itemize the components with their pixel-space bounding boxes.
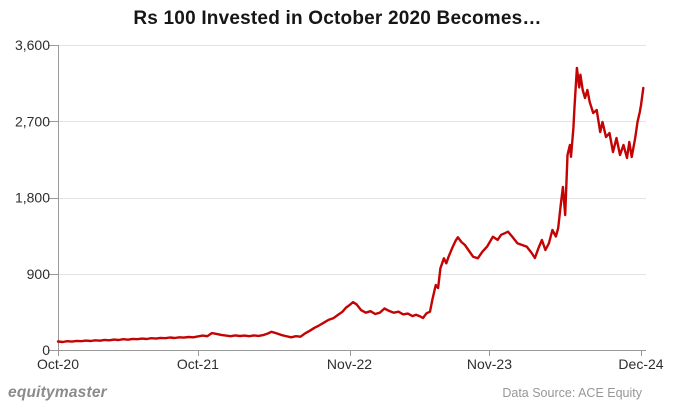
equitymaster-wordmark: equitymaster [8,384,107,401]
chart-title: Rs 100 Invested in October 2020 Becomes… [133,8,542,29]
chart-footer: equitymaster Data Source: ACE Equity [0,380,675,406]
price-line [56,66,645,344]
axes [48,45,646,356]
x-tick-label: Dec-24 [618,356,663,372]
line-chart: 0 900 1,800 2,700 3,600 Oct-20 Oct-21 Nov-22 Nov… [15,37,664,372]
data-source-label: Data Source: ACE Equity [502,386,642,400]
x-axis-labels: Oct-20 Oct-21 Nov-22 Nov-23 Dec-24 [37,356,664,372]
x-tick-label: Nov-23 [467,356,512,372]
y-tick-label: 900 [27,266,51,282]
x-tick-label: Nov-22 [327,356,372,372]
gridlines [58,45,646,275]
y-tick-label: 3,600 [15,37,50,53]
y-tick-label: 1,800 [15,190,50,206]
y-tick-label: 2,700 [15,113,50,129]
y-tick-label: 0 [42,342,50,358]
x-tick-label: Oct-21 [177,356,219,372]
y-axis-labels: 0 900 1,800 2,700 3,600 [15,37,50,358]
x-tick-label: Oct-20 [37,356,79,372]
